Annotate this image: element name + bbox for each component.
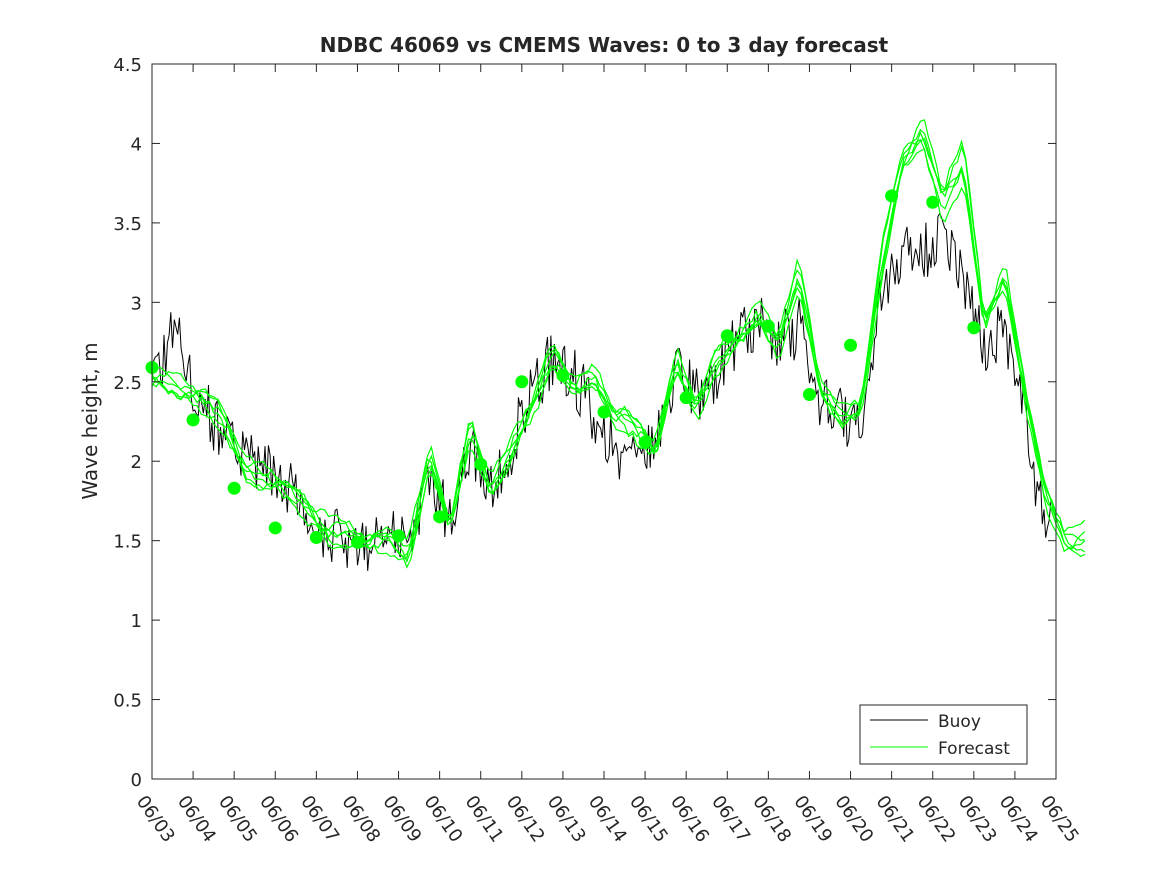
x-tick-label: 06/05 — [214, 792, 261, 847]
y-tick-label: 0.5 — [113, 691, 142, 712]
x-tick-label: 06/10 — [420, 792, 467, 847]
y-tick-label: 0 — [131, 770, 142, 791]
x-tick-label: 06/08 — [337, 792, 384, 847]
forecast-marker — [844, 338, 858, 352]
forecast-marker — [967, 321, 981, 335]
forecast-marker — [597, 405, 611, 419]
x-tick-label: 06/14 — [584, 792, 631, 847]
forecast-line — [151, 138, 1086, 550]
forecast-marker — [802, 387, 816, 401]
y-axis-label: Wave height, m — [78, 342, 102, 499]
legend: Buoy Forecast — [859, 704, 1028, 765]
x-tick-label: 06/25 — [1036, 792, 1083, 847]
legend-buoy-label: Buoy — [938, 712, 981, 732]
forecast-series — [151, 119, 1086, 569]
y-tick-label: 2 — [131, 452, 142, 473]
forecast-marker — [556, 368, 570, 382]
forecast-marker — [679, 391, 693, 405]
x-tick-label: 06/06 — [255, 792, 302, 847]
x-tick-label: 06/11 — [461, 792, 508, 847]
forecast-line — [151, 137, 1086, 558]
legend-box — [859, 704, 1028, 765]
forecast-marker — [926, 195, 940, 209]
x-tick-label: 06/15 — [625, 792, 672, 847]
legend-forecast-label: Forecast — [938, 739, 1010, 759]
forecast-marker — [350, 535, 364, 549]
forecast-markers — [145, 189, 981, 549]
y-tick-label: 3.5 — [113, 214, 142, 235]
forecast-line — [151, 130, 1086, 564]
forecast-marker — [392, 529, 406, 543]
y-tick-label: 1.5 — [113, 532, 142, 553]
forecast-marker — [227, 481, 241, 495]
y-tick-label: 4.5 — [113, 55, 142, 76]
forecast-marker — [433, 510, 447, 524]
x-tick-label: 06/07 — [296, 792, 343, 847]
forecast-marker — [761, 319, 775, 333]
x-tick-label: 06/09 — [378, 792, 425, 847]
x-tick-label: 06/18 — [748, 792, 795, 847]
x-tick-label: 06/24 — [995, 792, 1042, 847]
forecast-marker — [638, 435, 652, 449]
forecast-marker — [515, 375, 529, 389]
chart-title: NDBC 46069 vs CMEMS Waves: 0 to 3 day fo… — [320, 33, 889, 57]
y-axis-ticks: 0 0.5 1 1.5 2 2.5 3 3.5 4 4.5 — [113, 55, 1056, 791]
x-tick-label: 06/04 — [173, 792, 220, 847]
x-tick-label: 06/03 — [132, 792, 179, 847]
forecast-marker — [186, 413, 200, 427]
x-tick-label: 06/12 — [502, 792, 549, 847]
forecast-marker — [885, 189, 899, 203]
x-tick-label: 06/22 — [913, 792, 960, 847]
x-tick-label: 06/13 — [543, 792, 590, 847]
x-tick-label: 06/20 — [830, 792, 877, 847]
forecast-marker — [474, 457, 488, 471]
forecast-line — [151, 128, 1086, 569]
x-tick-label: 06/23 — [954, 792, 1001, 847]
y-tick-label: 2.5 — [113, 373, 142, 394]
y-tick-label: 3 — [131, 293, 142, 314]
forecast-marker — [720, 329, 734, 343]
x-tick-label: 06/17 — [707, 792, 754, 847]
forecast-marker — [309, 530, 323, 544]
forecast-marker — [268, 521, 282, 535]
y-tick-label: 4 — [131, 134, 142, 155]
y-tick-label: 1 — [131, 611, 142, 632]
x-tick-label: 06/16 — [666, 792, 713, 847]
x-tick-label: 06/21 — [872, 792, 919, 847]
x-tick-label: 06/19 — [789, 792, 836, 847]
forecast-line — [151, 119, 1086, 561]
